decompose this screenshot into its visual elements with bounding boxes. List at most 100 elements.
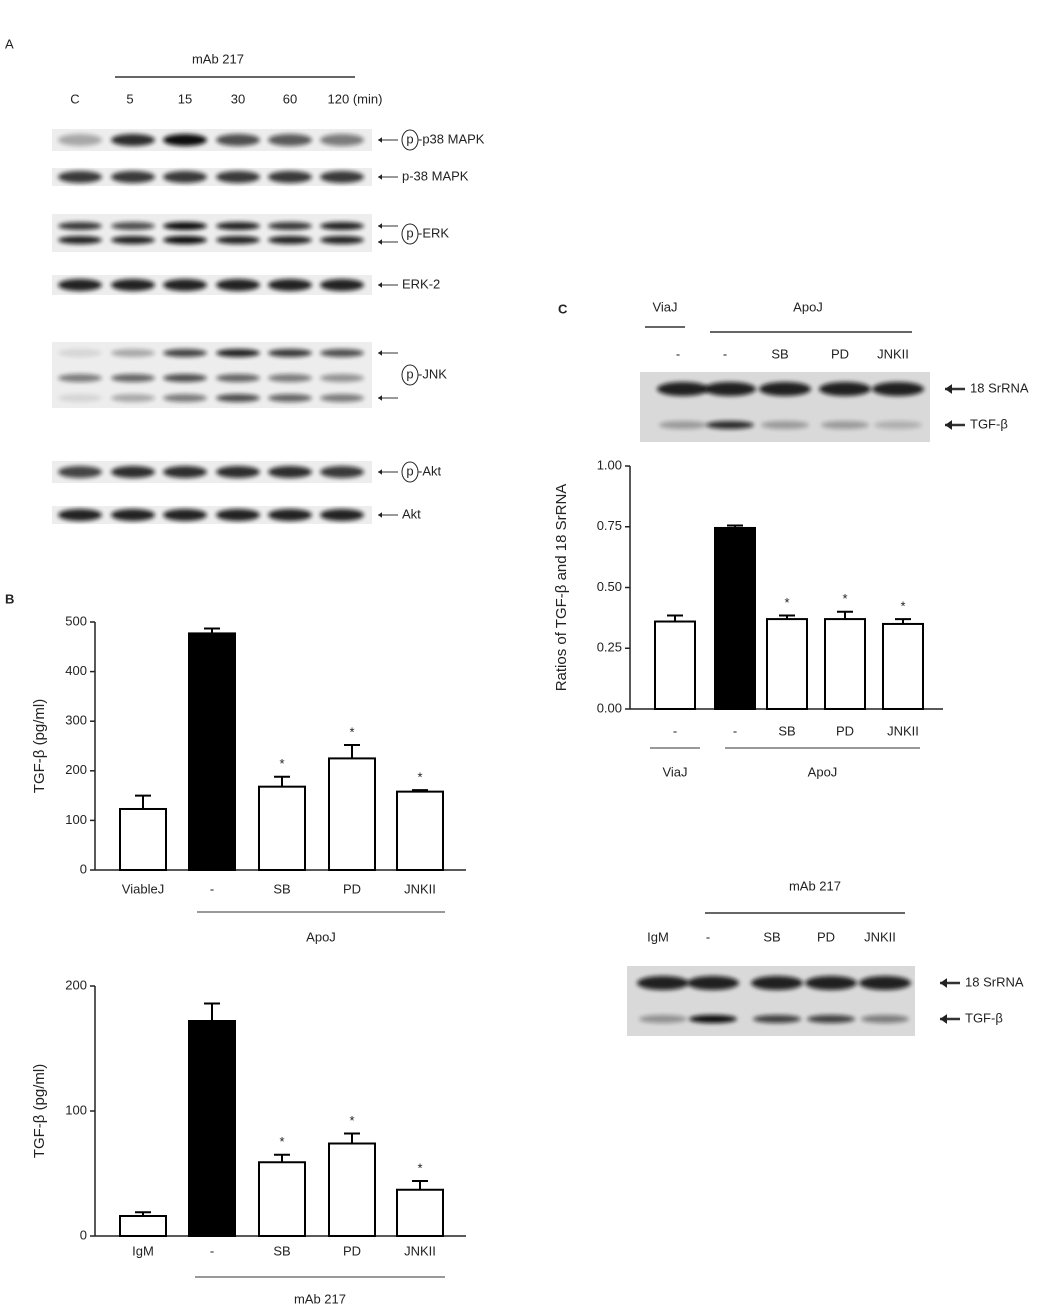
error-bar xyxy=(344,744,360,759)
arrow-head xyxy=(945,420,952,430)
band xyxy=(111,466,155,478)
band xyxy=(111,134,155,146)
y-tick-label: 0.50 xyxy=(597,579,622,594)
error-bar xyxy=(779,614,795,620)
band xyxy=(163,509,207,521)
lane-label: JNKII xyxy=(864,929,896,944)
x-tick-label: SB xyxy=(273,1243,290,1258)
band xyxy=(320,509,364,521)
band xyxy=(216,222,260,230)
lane-label: IgM xyxy=(647,929,669,944)
x-tick-label: JNKII xyxy=(887,723,919,738)
band xyxy=(216,509,260,521)
band xyxy=(268,236,312,244)
band xyxy=(751,976,803,990)
band xyxy=(268,171,312,183)
bar xyxy=(882,622,924,711)
y-tick-label: 300 xyxy=(65,713,87,728)
band xyxy=(268,349,312,357)
band xyxy=(872,382,924,396)
band xyxy=(58,134,102,146)
x-tick-label: - xyxy=(673,723,677,738)
treatment-label: mAb 217 xyxy=(789,878,841,893)
phospho-mark: p xyxy=(406,225,413,240)
y-tick-label: 200 xyxy=(65,762,87,777)
band xyxy=(805,976,857,990)
significance-mark: * xyxy=(417,770,422,785)
band xyxy=(111,171,155,183)
arrow-head xyxy=(378,239,382,245)
band xyxy=(111,222,155,230)
band xyxy=(861,1015,909,1023)
band xyxy=(111,509,155,521)
blot-label: -JNK xyxy=(418,366,447,381)
arrow-head xyxy=(378,282,382,288)
error-bar xyxy=(895,618,911,624)
y-tick-label: 400 xyxy=(65,663,87,678)
significance-mark: * xyxy=(900,599,905,614)
error-bar xyxy=(135,794,151,809)
band xyxy=(320,134,364,146)
band xyxy=(320,349,364,357)
band xyxy=(639,1015,687,1023)
band xyxy=(58,394,102,402)
lane-label: 5 xyxy=(126,91,133,106)
band xyxy=(320,394,364,402)
bar xyxy=(188,632,236,872)
bar xyxy=(396,790,444,872)
x-tick-label: JNKII xyxy=(404,1243,436,1258)
lane-label: - xyxy=(676,346,680,361)
band xyxy=(268,466,312,478)
group-label: ViaJ xyxy=(662,764,687,779)
x-tick-label: PD xyxy=(343,881,361,896)
lane-label: JNKII xyxy=(877,346,909,361)
phospho-circle xyxy=(401,461,419,483)
significance-mark: * xyxy=(842,591,847,606)
band xyxy=(58,171,102,183)
arrow-head xyxy=(940,978,947,988)
band xyxy=(216,349,260,357)
band xyxy=(753,1015,801,1023)
lane-label: - xyxy=(706,929,710,944)
band xyxy=(163,349,207,357)
error-bar xyxy=(204,1002,220,1021)
band xyxy=(320,466,364,478)
phospho-circle xyxy=(401,223,419,245)
band xyxy=(807,1015,855,1023)
band-label: TGF-β xyxy=(965,1010,1003,1025)
y-tick-label: 0.25 xyxy=(597,640,622,655)
bar xyxy=(119,1215,167,1237)
band xyxy=(706,421,754,429)
group-label: ApoJ xyxy=(793,299,823,314)
bar xyxy=(328,1142,376,1237)
group-label: ViaJ xyxy=(652,299,677,314)
blot-strip xyxy=(52,342,372,408)
band xyxy=(268,279,312,291)
band xyxy=(687,976,739,990)
band xyxy=(216,279,260,291)
panel-label: C xyxy=(558,301,568,316)
y-tick-label: 0.75 xyxy=(597,518,622,533)
significance-mark: * xyxy=(349,724,354,739)
significance-mark: * xyxy=(279,1134,284,1149)
error-bar xyxy=(274,775,290,787)
y-axis-label: TGF-β (pg/ml) xyxy=(31,1064,48,1158)
band xyxy=(58,349,102,357)
band xyxy=(216,134,260,146)
lane-label: 30 xyxy=(231,91,245,106)
bar xyxy=(396,1188,444,1237)
band xyxy=(320,279,364,291)
x-tick-label: - xyxy=(210,881,214,896)
band xyxy=(859,976,911,990)
band xyxy=(320,171,364,183)
panel-label: A xyxy=(5,36,14,51)
phospho-mark: p xyxy=(406,463,413,478)
blot-label: -Akt xyxy=(418,463,442,478)
x-tick-label: IgM xyxy=(132,1243,154,1258)
lane-label: SB xyxy=(763,929,780,944)
phospho-mark: p xyxy=(406,131,413,146)
x-tick-label: ViableJ xyxy=(122,881,164,896)
lane-label: C xyxy=(70,91,79,106)
bar xyxy=(824,618,866,711)
